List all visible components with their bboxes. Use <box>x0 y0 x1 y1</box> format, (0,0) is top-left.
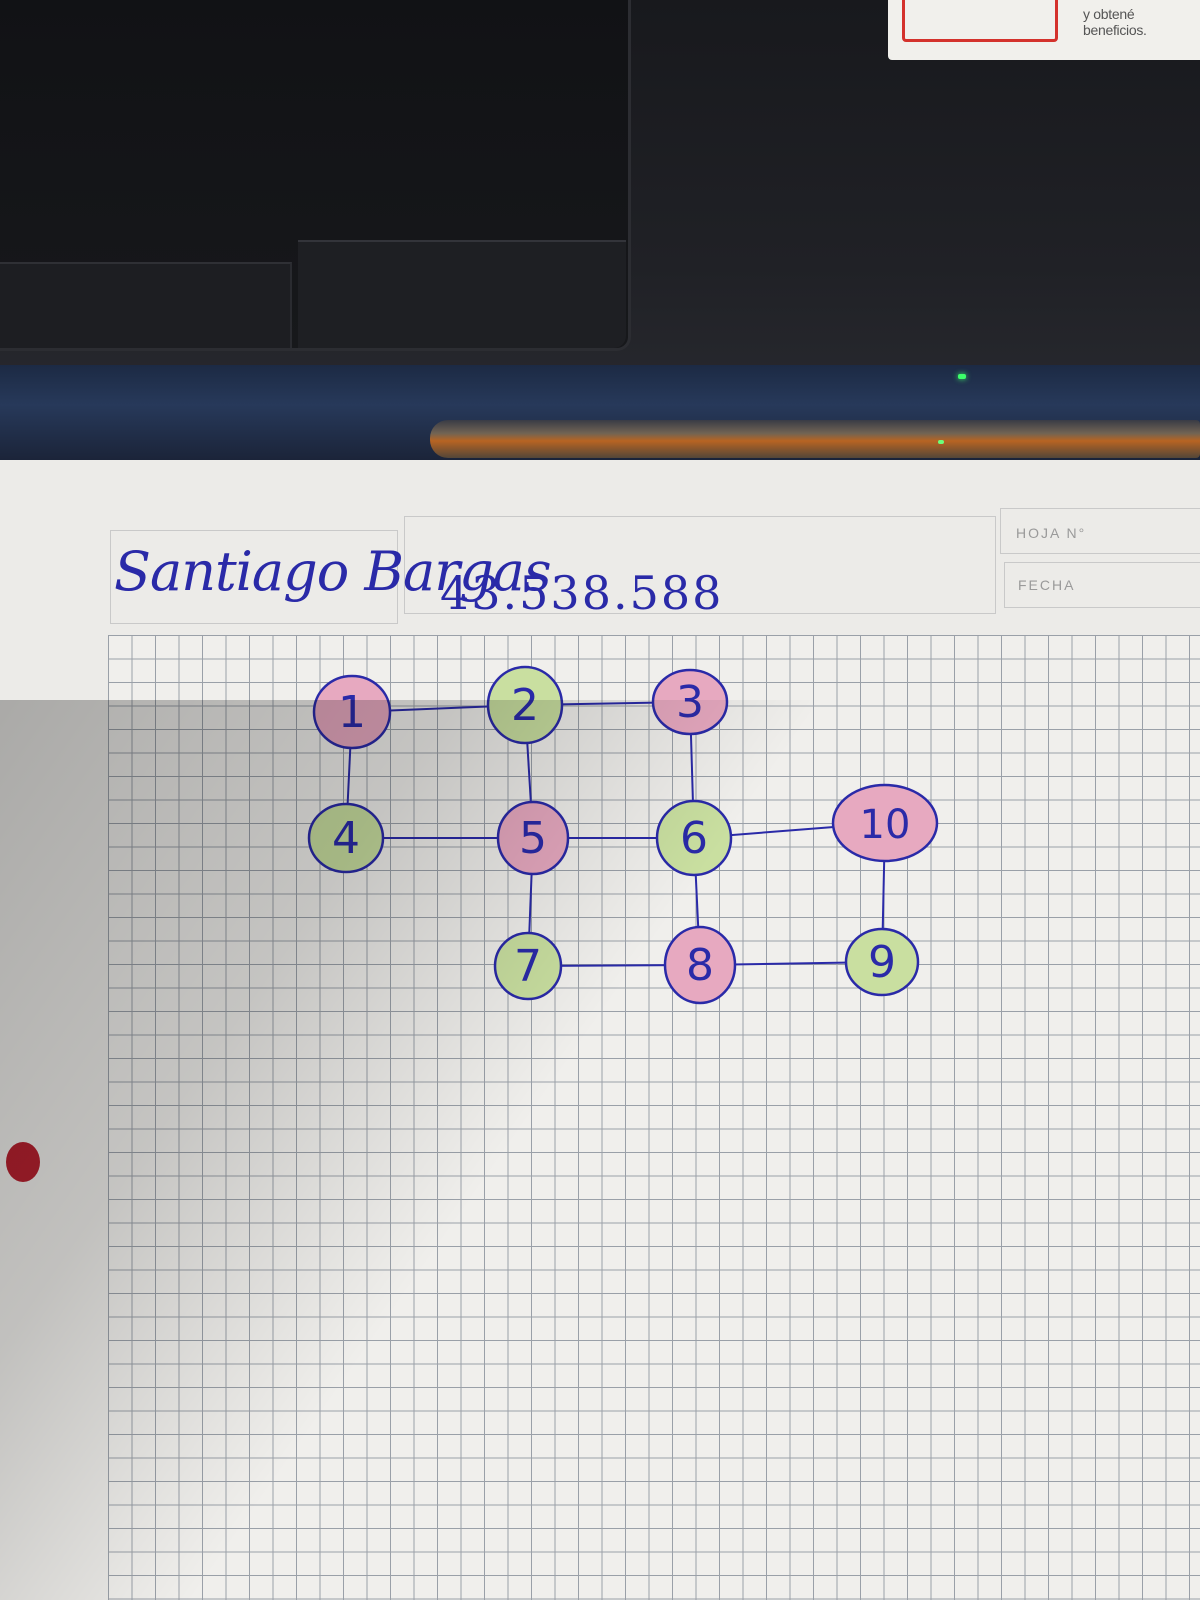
graph-node-label: 2 <box>511 680 539 731</box>
graph-node-label: 6 <box>680 813 708 864</box>
touchpad-right-button <box>298 240 626 348</box>
graph-node-circle <box>663 925 737 1005</box>
graph-node-5: 5 <box>496 800 570 876</box>
date-label: FECHA <box>1018 577 1076 593</box>
sheet-number-box <box>1000 508 1200 554</box>
name-box <box>110 530 398 624</box>
punch-hole-marker <box>6 1142 40 1182</box>
graph-node-8: 8 <box>663 925 737 1005</box>
sheet-number-label: HOJA N° <box>1016 525 1087 541</box>
touchpad <box>0 0 631 351</box>
graph-node-circle <box>493 931 563 1001</box>
graph-node-circle <box>844 927 920 997</box>
card-red-box <box>902 0 1058 42</box>
graph-node-circle <box>831 783 939 863</box>
graph-node-3: 3 <box>651 668 729 736</box>
graph-node-label: 1 <box>338 687 366 738</box>
graph-node-label: 7 <box>514 941 542 992</box>
graph-node-circle <box>312 674 392 750</box>
graph-node-4: 4 <box>307 802 385 874</box>
graph-node-10: 10 <box>831 783 939 863</box>
graph-node-circle <box>496 800 570 876</box>
graph-node-9: 9 <box>844 927 920 997</box>
led-indicator <box>958 374 966 379</box>
graph-node-1: 1 <box>312 674 392 750</box>
graph-node-label: 3 <box>676 677 704 728</box>
graph-node-6: 6 <box>655 799 733 877</box>
graph-node-7: 7 <box>493 931 563 1001</box>
graph-node-label: 5 <box>519 813 547 864</box>
graph-node-circle <box>307 802 385 874</box>
date-box <box>1004 562 1200 608</box>
graph-node-2: 2 <box>486 665 564 745</box>
pen <box>430 420 1200 458</box>
graph-node-circle <box>486 665 564 745</box>
graph-node-label: 9 <box>868 937 896 988</box>
promo-card: y obtené beneficios. <box>888 0 1200 60</box>
graph-node-label: 8 <box>686 940 714 991</box>
pen-reflection <box>938 440 944 444</box>
subject-box <box>404 516 996 614</box>
touchpad-left-button <box>0 262 292 348</box>
grid-paper <box>108 635 1200 1600</box>
graph-node-label: 10 <box>860 802 911 848</box>
card-text: y obtené beneficios. <box>1083 6 1147 38</box>
graph-node-circle <box>655 799 733 877</box>
graph-node-circle <box>651 668 729 736</box>
student-name: Santiago Bargas <box>114 540 552 603</box>
student-id: 43.538.588 <box>440 566 724 620</box>
graph-node-label: 4 <box>332 813 360 864</box>
